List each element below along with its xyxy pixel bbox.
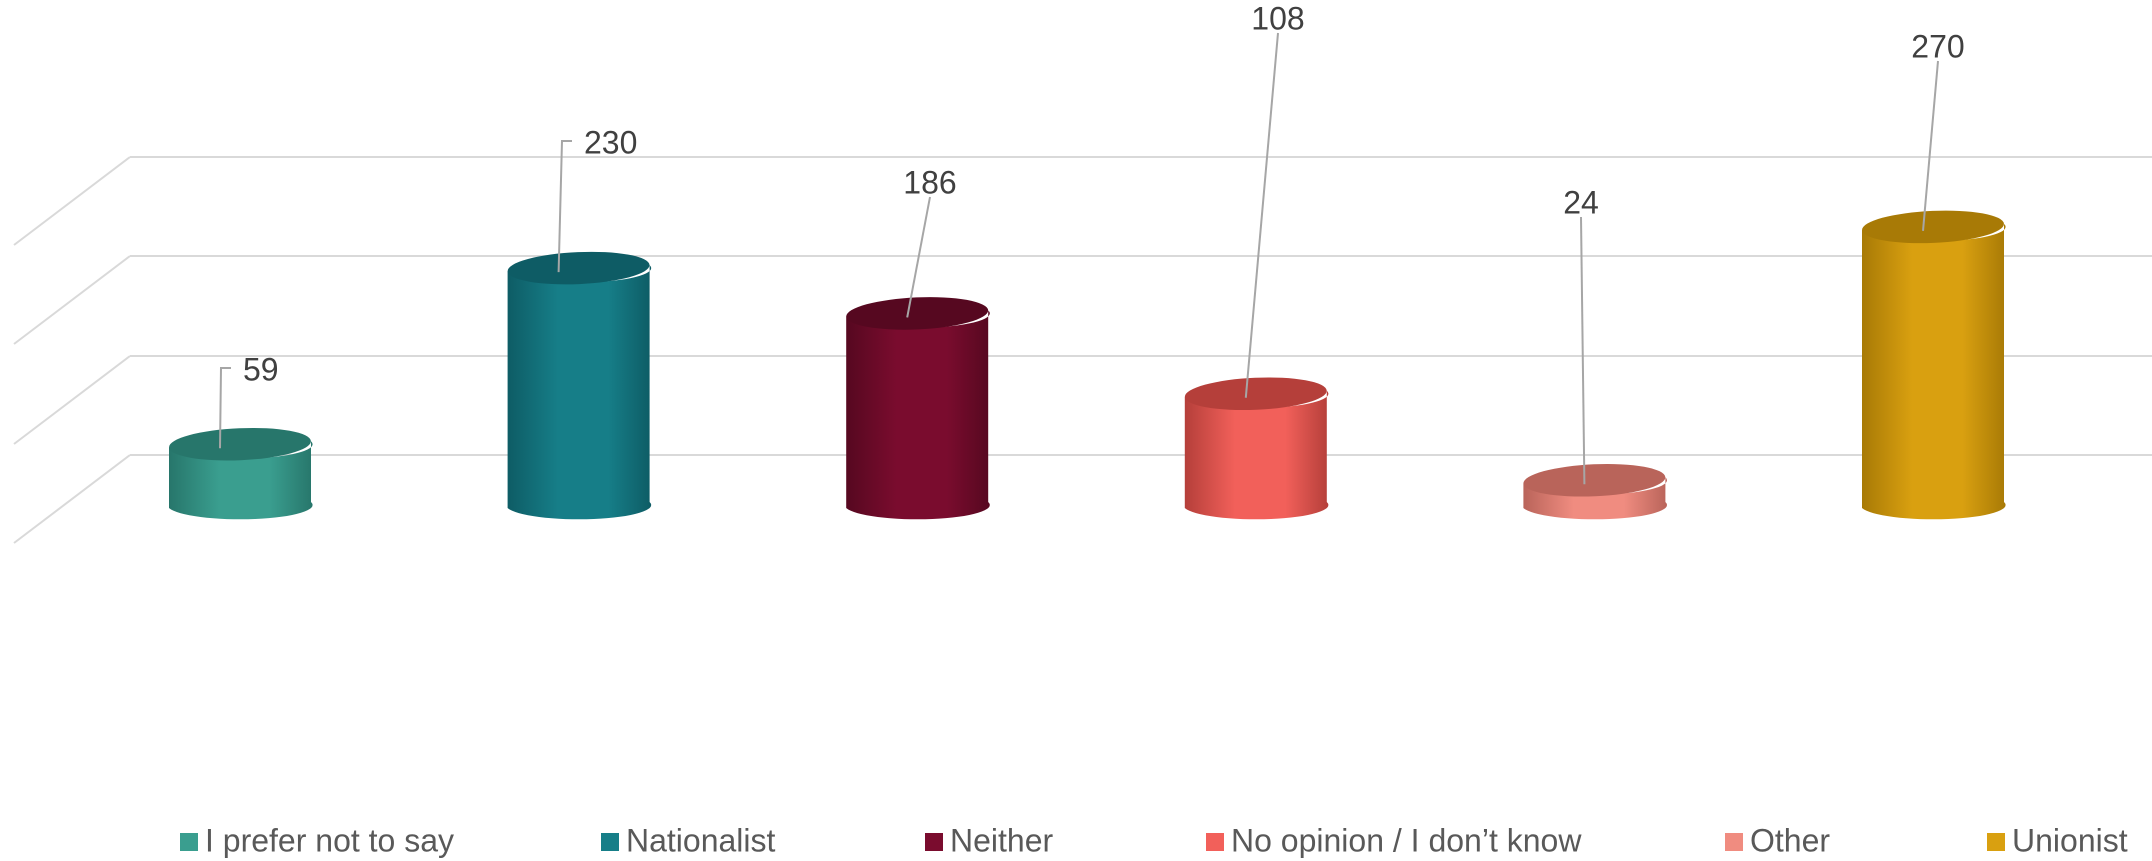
bar-body bbox=[169, 441, 313, 520]
bar-top bbox=[846, 297, 989, 330]
legend-item: No opinion / I don’t know bbox=[1206, 822, 1582, 858]
bars bbox=[169, 210, 2006, 520]
bar-top bbox=[507, 251, 650, 285]
bar-top bbox=[1184, 377, 1327, 411]
data-label: 186 bbox=[903, 164, 956, 200]
bar-top bbox=[169, 427, 311, 461]
legend-item: Other bbox=[1725, 822, 1830, 858]
leader-line bbox=[1922, 60, 1939, 231]
bar-body bbox=[1184, 390, 1329, 520]
legend-swatch bbox=[1206, 833, 1224, 851]
bar-6 bbox=[1862, 210, 2006, 520]
legend-label: Other bbox=[1750, 822, 1830, 858]
leader-line bbox=[557, 140, 572, 273]
bar-body bbox=[846, 310, 990, 520]
legend-label: Neither bbox=[950, 822, 1054, 858]
data-label: 270 bbox=[1911, 28, 1964, 64]
legend-item: Neither bbox=[925, 822, 1054, 858]
bar-body bbox=[507, 265, 652, 520]
legend-item: Unionist bbox=[1987, 822, 2128, 858]
legend: I prefer not to say Nationalist Neither No … bbox=[180, 822, 2128, 858]
bar-5 bbox=[1523, 463, 1668, 520]
grid-line-side bbox=[13, 255, 131, 345]
legend-swatch bbox=[1725, 833, 1743, 851]
bar-4 bbox=[1184, 377, 1329, 520]
bar-top bbox=[1523, 463, 1666, 497]
legend-item: I prefer not to say bbox=[180, 822, 454, 858]
bar-2 bbox=[507, 251, 652, 520]
legend-item: Nationalist bbox=[601, 822, 776, 858]
bar-body bbox=[1862, 223, 2006, 520]
data-labels: 59 230 186 108 24 270 bbox=[219, 0, 1965, 485]
grid-line-side bbox=[13, 156, 131, 246]
bar-body bbox=[1523, 477, 1668, 520]
leader-line bbox=[219, 367, 231, 449]
data-label: 230 bbox=[584, 124, 637, 160]
legend-swatch bbox=[601, 833, 619, 851]
data-label: 24 bbox=[1563, 184, 1599, 220]
legend-swatch bbox=[1987, 833, 2005, 851]
leader-line bbox=[1244, 32, 1279, 398]
legend-swatch bbox=[180, 833, 198, 851]
legend-label: Nationalist bbox=[626, 822, 776, 858]
data-label: 59 bbox=[243, 351, 279, 387]
leader-line bbox=[906, 196, 931, 318]
legend-label: No opinion / I don’t know bbox=[1231, 822, 1582, 858]
data-label: 108 bbox=[1251, 0, 1304, 36]
grid-line-side bbox=[13, 355, 131, 445]
legend-swatch bbox=[925, 833, 943, 851]
grid-line-side bbox=[13, 454, 131, 544]
legend-label: Unionist bbox=[2012, 822, 2128, 858]
bar-1 bbox=[169, 427, 313, 520]
bar-3 bbox=[846, 297, 990, 520]
grid-lines bbox=[13, 156, 2152, 544]
bar-top bbox=[1862, 210, 2004, 244]
leader-line bbox=[1580, 216, 1586, 485]
legend-label: I prefer not to say bbox=[205, 822, 454, 858]
